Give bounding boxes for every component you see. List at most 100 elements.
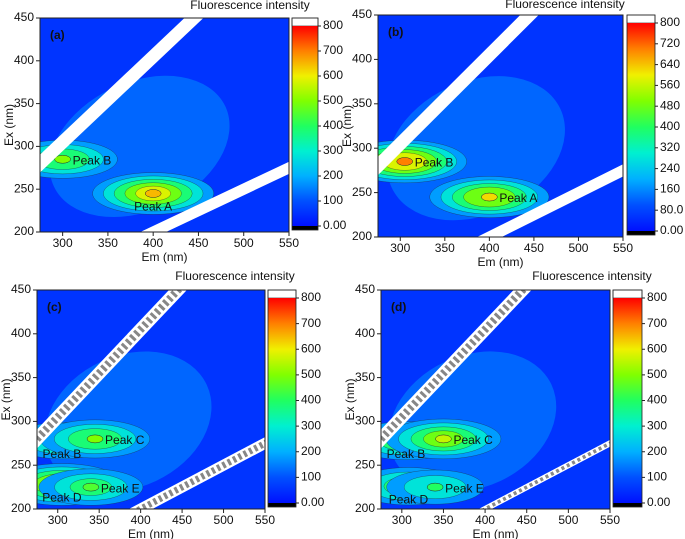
y-axis-label: Ex (nm) [340, 105, 354, 147]
peak [144, 189, 162, 198]
panel-label: (c) [47, 300, 62, 314]
y-tick-label: 450 [11, 282, 31, 296]
y-tick-label: 300 [355, 414, 375, 428]
colorbar [627, 23, 655, 231]
y-tick-label: 250 [11, 457, 31, 471]
x-tick-label: 300 [53, 236, 73, 250]
plot-area [381, 290, 610, 509]
scatter-band [37, 290, 187, 449]
x-tick-label: 500 [214, 513, 234, 527]
y-tick-label: 300 [352, 140, 372, 154]
colorbar-tick-label: 800 [647, 290, 667, 304]
panel-label: (a) [50, 28, 65, 42]
colorbar-tick-label: 240 [660, 161, 680, 175]
x-tick-label: 400 [131, 513, 151, 527]
colorbar-floor [268, 503, 296, 507]
y-tick-label: 200 [14, 224, 34, 238]
y-tick-label: 350 [352, 96, 372, 110]
colorbar-tick-label: 100 [301, 470, 321, 484]
x-tick-label: 350 [89, 513, 109, 527]
peak [481, 192, 498, 202]
y-axis-label: Ex (nm) [0, 378, 13, 420]
colorbar [613, 298, 642, 503]
y-tick-label: 300 [11, 414, 31, 428]
y-tick-label: 250 [352, 185, 372, 199]
y-axis-label: Ex (nm) [2, 104, 16, 146]
colorbar-tick-label: 800 [660, 15, 680, 29]
colorbar-tick-label: 700 [323, 43, 343, 57]
scatter-band-texture [133, 439, 265, 509]
colorbar-tick-label: 400 [660, 119, 680, 133]
x-tick-label: 400 [475, 513, 495, 527]
plot-area [37, 290, 265, 509]
x-axis-label: Em (nm) [478, 255, 524, 269]
colorbar-floor [627, 231, 655, 235]
y-tick-label: 300 [14, 139, 34, 153]
x-tick-label: 450 [524, 241, 544, 255]
colorbar-tick-label: 600 [301, 341, 321, 355]
colorbar-frame [267, 289, 297, 508]
colorbar-tick-label: 480 [660, 98, 680, 112]
y-tick-label: 400 [352, 52, 372, 66]
x-tick-label: 500 [558, 513, 578, 527]
y-tick-label: 400 [11, 326, 31, 340]
x-tick-label: 500 [568, 241, 588, 255]
peak-label: Peak D [42, 491, 82, 505]
colorbar-tick-label: 800 [301, 290, 321, 304]
colorbar-title: Fluorescence intensity [190, 0, 309, 12]
scatter-band [40, 18, 204, 173]
colorbar-tick-label: 0.00 [301, 495, 325, 509]
peak-label: Peak B [73, 153, 112, 167]
y-tick-label: 350 [11, 370, 31, 384]
x-tick-label: 450 [172, 513, 192, 527]
colorbar-tick-label: 800 [323, 18, 343, 32]
colorbar-tick-label: 80.0 [660, 202, 684, 216]
colorbar-tick-label: 500 [647, 367, 667, 381]
x-tick-label: 350 [433, 513, 453, 527]
colorbar-title: Fluorescence intensity [505, 0, 624, 11]
x-axis-label: Em (nm) [142, 250, 188, 264]
colorbar-cap [626, 14, 656, 24]
peak [54, 154, 71, 164]
plot-area [378, 15, 623, 237]
peak-label: Peak C [105, 433, 145, 447]
colorbar-title: Fluorescence intensity [175, 269, 294, 283]
x-axis-label: Em (nm) [128, 527, 174, 539]
plot-frame [39, 17, 290, 233]
peak-label: Peak E [101, 481, 140, 495]
colorbar-tick-label: 100 [323, 193, 343, 207]
x-tick-label: 500 [234, 236, 254, 250]
scatter-band [378, 15, 539, 176]
y-tick-label: 400 [14, 53, 34, 67]
scatter-band [381, 290, 532, 449]
scatter-band-texture [481, 441, 610, 509]
colorbar-floor [292, 226, 318, 230]
y-tick-label: 250 [14, 181, 34, 195]
colorbar-tick-label: 500 [323, 93, 343, 107]
peak-label: Peak A [499, 191, 537, 205]
colorbar-tick-label: 400 [647, 393, 667, 407]
x-axis-label: Em (nm) [473, 527, 519, 539]
x-tick-label: 300 [392, 513, 412, 527]
x-tick-label: 450 [517, 513, 537, 527]
colorbar-frame [626, 14, 656, 236]
colorbar-tick-label: 0.00 [647, 495, 671, 509]
colorbar-cap [267, 289, 297, 299]
peak [86, 434, 104, 444]
x-tick-label: 350 [435, 241, 455, 255]
x-tick-label: 400 [143, 236, 163, 250]
y-axis-label: Ex (nm) [343, 378, 357, 420]
plot-frame [36, 289, 266, 510]
colorbar-tick-label: 400 [301, 393, 321, 407]
plot-frame [380, 289, 611, 510]
plot-frame [377, 14, 624, 238]
colorbar-tick-label: 320 [660, 140, 680, 154]
colorbar-title: Fluorescence intensity [532, 269, 651, 283]
y-tick-label: 450 [355, 282, 375, 296]
plot-area [40, 18, 289, 232]
colorbar-tick-label: 0.00 [660, 223, 684, 237]
x-tick-label: 550 [613, 241, 633, 255]
peak-label: Peak C [453, 433, 493, 447]
peak [426, 482, 444, 492]
peak-label: Peak B [387, 447, 426, 461]
